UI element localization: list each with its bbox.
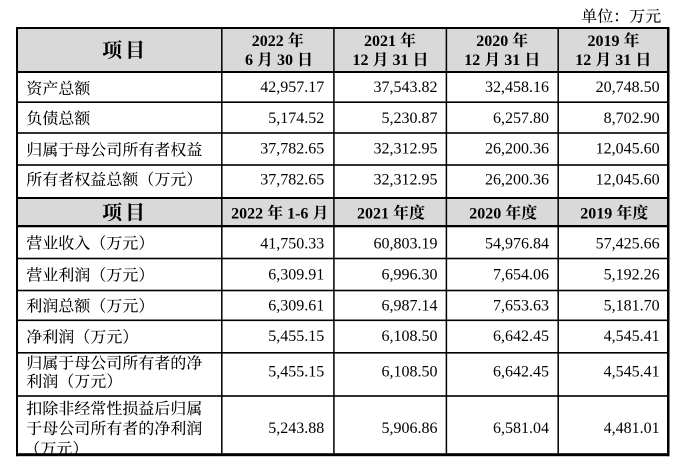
- svg-text:6,108.50: 6,108.50: [382, 364, 438, 381]
- svg-text:8,702.90: 8,702.90: [604, 110, 660, 127]
- svg-text:6,642.45: 6,642.45: [493, 328, 549, 345]
- svg-text:5,174.52: 5,174.52: [268, 110, 324, 127]
- svg-text:6,581.04: 6,581.04: [493, 420, 549, 437]
- svg-text:12: 12: [353, 52, 369, 69]
- svg-text:26,200.36: 26,200.36: [485, 140, 549, 157]
- svg-text:6,309.91: 6,309.91: [268, 267, 324, 284]
- svg-text:4,545.41: 4,545.41: [604, 328, 660, 345]
- svg-text:30: 30: [277, 52, 293, 69]
- svg-text:32,312.95: 32,312.95: [374, 140, 438, 157]
- svg-text:12: 12: [575, 52, 591, 69]
- svg-text:5,906.86: 5,906.86: [382, 420, 438, 437]
- svg-text:12,045.60: 12,045.60: [596, 171, 660, 188]
- svg-text:6,257.80: 6,257.80: [493, 110, 549, 127]
- svg-text:2020: 2020: [476, 33, 508, 50]
- svg-text:57,425.66: 57,425.66: [596, 236, 660, 253]
- svg-text:7,654.06: 7,654.06: [493, 267, 549, 284]
- svg-text:6,987.14: 6,987.14: [382, 298, 438, 315]
- svg-text:6,108.50: 6,108.50: [382, 328, 438, 345]
- svg-text:37,543.82: 37,543.82: [374, 79, 438, 96]
- svg-text:2021: 2021: [364, 33, 396, 50]
- svg-text:20,748.50: 20,748.50: [596, 79, 660, 96]
- svg-text:26,200.36: 26,200.36: [485, 171, 549, 188]
- svg-text:37,782.65: 37,782.65: [260, 140, 324, 157]
- svg-text:5,192.26: 5,192.26: [604, 267, 660, 284]
- svg-text:32,312.95: 32,312.95: [374, 171, 438, 188]
- svg-text:31: 31: [615, 52, 631, 69]
- svg-text:5,455.15: 5,455.15: [268, 328, 324, 345]
- svg-text:6,996.30: 6,996.30: [382, 267, 438, 284]
- svg-text:6,642.45: 6,642.45: [493, 364, 549, 381]
- svg-text:4,481.01: 4,481.01: [604, 420, 660, 437]
- svg-text:41,750.33: 41,750.33: [260, 236, 324, 253]
- svg-text:5,230.87: 5,230.87: [382, 110, 438, 127]
- svg-text:60,803.19: 60,803.19: [374, 236, 438, 253]
- svg-text:6: 6: [245, 52, 253, 69]
- svg-text:5,181.70: 5,181.70: [604, 298, 660, 315]
- svg-text:6,309.61: 6,309.61: [268, 298, 324, 315]
- svg-text:37,782.65: 37,782.65: [260, 171, 324, 188]
- svg-text:42,957.17: 42,957.17: [260, 79, 324, 96]
- svg-text:2022: 2022: [231, 205, 263, 222]
- svg-text:54,976.84: 54,976.84: [485, 236, 549, 253]
- svg-text:2020: 2020: [469, 205, 501, 222]
- svg-text:12,045.60: 12,045.60: [596, 140, 660, 157]
- svg-text:31: 31: [393, 52, 409, 69]
- svg-text:2019: 2019: [580, 205, 612, 222]
- svg-text:1-6: 1-6: [287, 205, 308, 222]
- svg-text:5,455.15: 5,455.15: [268, 364, 324, 381]
- svg-text:2021: 2021: [357, 205, 389, 222]
- svg-text:32,458.16: 32,458.16: [485, 79, 549, 96]
- svg-text:2022: 2022: [252, 33, 284, 50]
- svg-text:5,243.88: 5,243.88: [268, 420, 324, 437]
- svg-text:31: 31: [504, 52, 520, 69]
- svg-text:4,545.41: 4,545.41: [604, 364, 660, 381]
- svg-text:2019: 2019: [588, 33, 620, 50]
- svg-text:7,653.63: 7,653.63: [493, 298, 549, 315]
- svg-text:12: 12: [464, 52, 480, 69]
